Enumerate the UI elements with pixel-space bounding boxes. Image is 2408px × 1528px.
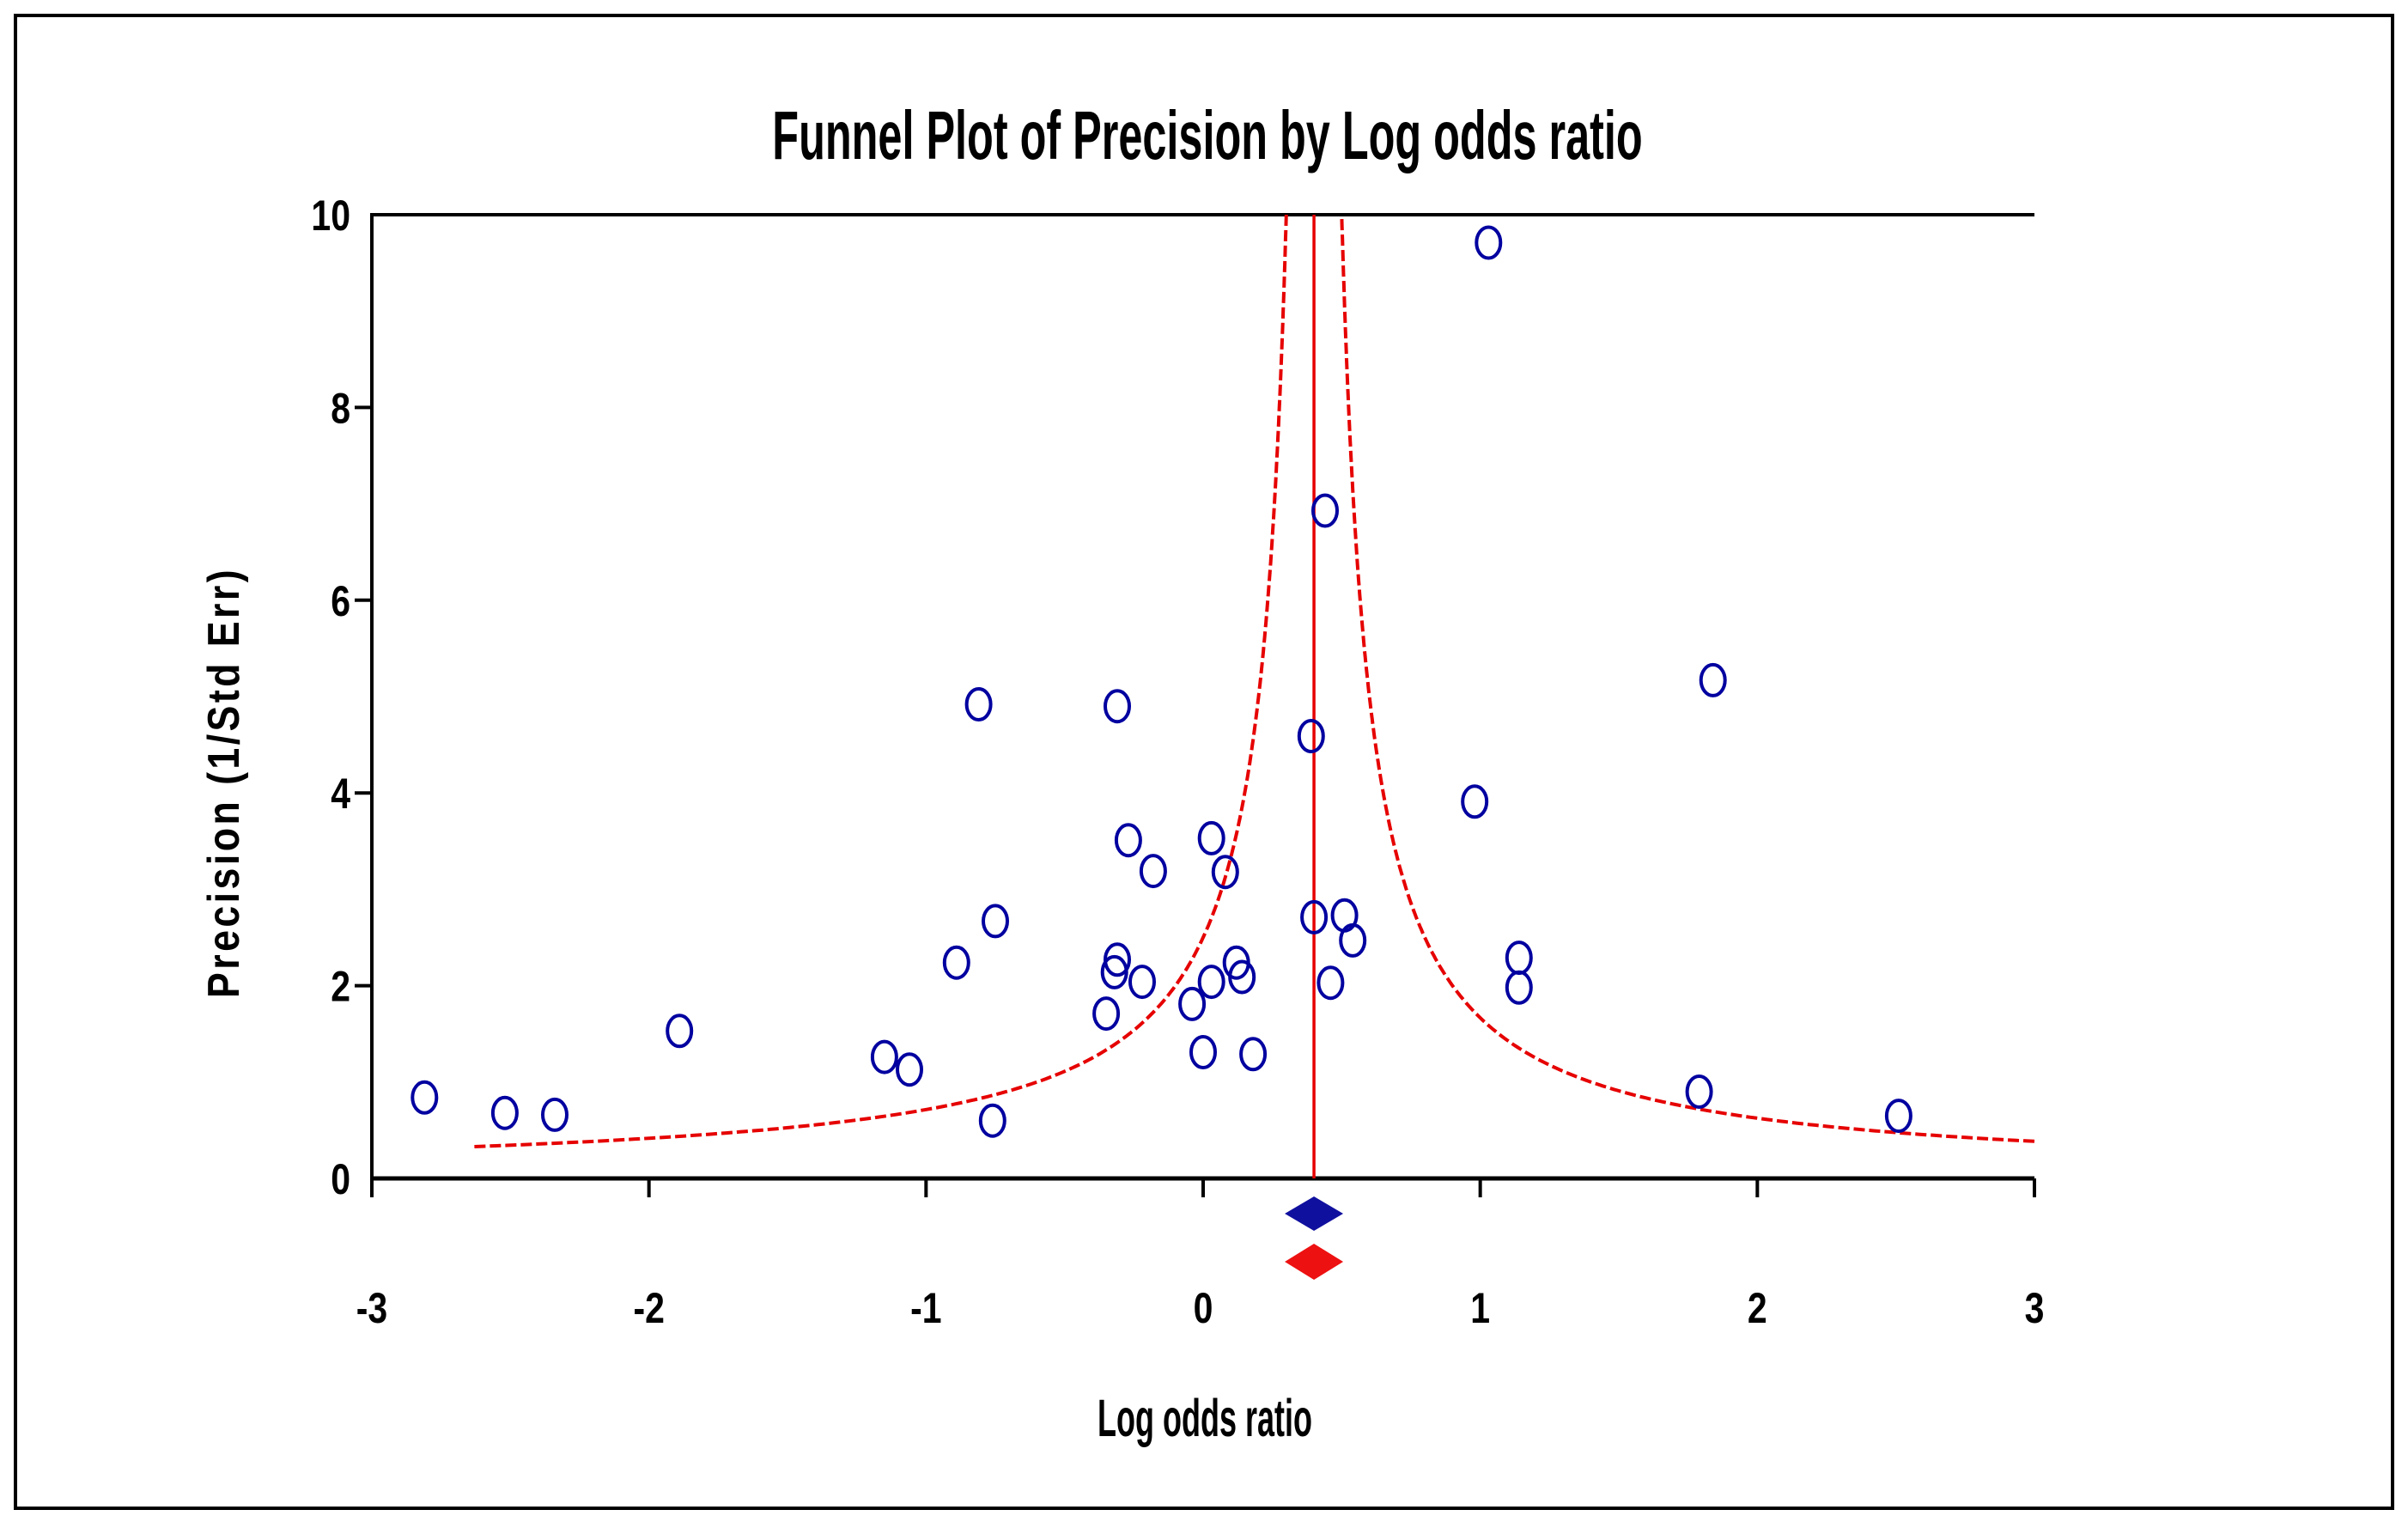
figure-border bbox=[14, 14, 2394, 1510]
x-tick-label: 2 bbox=[1748, 1284, 1767, 1332]
y-axis-title: Precision (1/Std Err) bbox=[199, 567, 249, 998]
x-tick-label: 0 bbox=[1194, 1284, 1213, 1332]
data-point-circle bbox=[1505, 970, 1533, 1005]
x-tick-label: -2 bbox=[633, 1284, 664, 1332]
x-tick-label: 1 bbox=[1470, 1284, 1490, 1332]
data-point-circle bbox=[1884, 1099, 1912, 1134]
data-point-circle bbox=[1197, 820, 1225, 855]
data-point-circle bbox=[1475, 225, 1503, 260]
data-point-circle bbox=[982, 904, 1009, 939]
data-point-circle bbox=[1228, 959, 1256, 995]
data-point-circle bbox=[410, 1080, 439, 1115]
fixed-effect-diamond bbox=[1285, 1196, 1344, 1231]
data-point-circle bbox=[1189, 1035, 1217, 1069]
y-tick-label: 4 bbox=[331, 770, 350, 818]
data-point-circle bbox=[1316, 965, 1345, 1001]
funnel-right-limit-curve bbox=[1340, 214, 2035, 1143]
y-tick-label: 0 bbox=[331, 1155, 350, 1203]
random-effects-diamond bbox=[1285, 1244, 1344, 1280]
x-tick-label: -3 bbox=[356, 1284, 387, 1332]
data-point-circle bbox=[870, 1039, 898, 1074]
data-point-circle bbox=[1114, 823, 1142, 858]
data-point-circle bbox=[1505, 941, 1533, 976]
data-point-circle bbox=[1092, 996, 1121, 1032]
chart-title: Funnel Plot of Precision by Log odds rat… bbox=[772, 97, 1642, 174]
data-point-circle bbox=[1461, 784, 1489, 819]
data-point-circle bbox=[1104, 689, 1131, 724]
data-point-circle bbox=[1178, 986, 1207, 1021]
y-tick-label: 10 bbox=[311, 192, 350, 240]
data-point-circle bbox=[1339, 922, 1367, 958]
funnel-left-limit-curve bbox=[474, 214, 1288, 1148]
data-point-circle bbox=[1100, 954, 1128, 989]
data-point-circle bbox=[1297, 719, 1325, 753]
data-point-circle bbox=[666, 1014, 694, 1049]
y-tick-label: 8 bbox=[331, 385, 350, 433]
data-point-circle bbox=[978, 1103, 1006, 1138]
data-point-circle bbox=[1197, 965, 1225, 1000]
y-tick-label: 6 bbox=[331, 577, 350, 625]
data-point-circle bbox=[1300, 899, 1329, 934]
data-point-circle bbox=[1311, 493, 1339, 528]
data-point-circle bbox=[1139, 854, 1167, 889]
x-tick-label: -1 bbox=[910, 1284, 941, 1332]
data-point-circle bbox=[541, 1097, 569, 1132]
x-tick-label: 3 bbox=[2025, 1284, 2045, 1332]
data-point-circle bbox=[490, 1095, 519, 1130]
data-point-circle bbox=[1685, 1074, 1713, 1109]
data-point-circle bbox=[1128, 965, 1156, 1000]
x-axis-title: Log odds ratio bbox=[1098, 1389, 1312, 1447]
data-point-circle bbox=[1211, 855, 1239, 890]
data-point-circle bbox=[1239, 1037, 1268, 1072]
data-point-circle bbox=[942, 945, 970, 980]
plot-area: 0 2 4 6 8 10 -3 -2 -1 0 1 2 3 bbox=[311, 192, 2044, 1332]
data-point-circle bbox=[964, 687, 993, 721]
data-point-circle bbox=[896, 1052, 923, 1087]
data-point-circle bbox=[1699, 662, 1727, 697]
y-tick-label: 2 bbox=[331, 963, 350, 1011]
